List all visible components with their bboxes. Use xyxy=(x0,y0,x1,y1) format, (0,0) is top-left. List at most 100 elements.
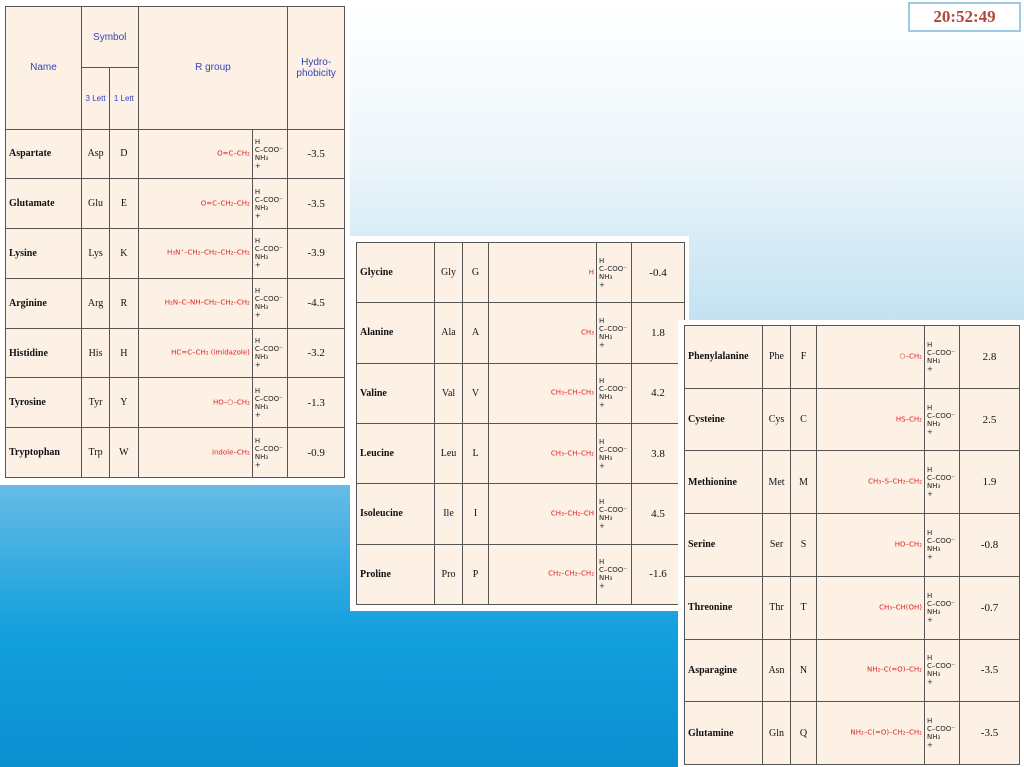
backbone-nh3: NH₃ xyxy=(927,607,941,616)
amino-acid-name: Aspartate xyxy=(5,128,82,180)
amino-acid-name: Glycine xyxy=(356,241,435,304)
backbone-nh3: NH₃ xyxy=(599,453,613,462)
backbone-coo: –COO⁻ xyxy=(259,145,283,154)
backbone-cell: H C –COO⁻ NH₃ + xyxy=(924,513,960,577)
backbone-coo: –COO⁻ xyxy=(931,474,955,483)
backbone-coo: –COO⁻ xyxy=(931,725,955,734)
backbone-c: C xyxy=(254,245,260,254)
backbone-coo: –COO⁻ xyxy=(603,505,627,514)
backbone-nh3: NH₃ xyxy=(254,303,269,312)
backbone-cell: H C –COO⁻ NH₃ + xyxy=(924,325,960,389)
backbone-plus: + xyxy=(927,741,933,750)
hydrophobicity-value: -1.3 xyxy=(287,377,345,429)
backbone-c: C xyxy=(254,345,260,354)
backbone-c: C xyxy=(254,394,260,403)
three-letter-code: Pro xyxy=(434,543,463,606)
backbone-h: H xyxy=(927,654,933,663)
three-letter-code: Thr xyxy=(762,575,791,640)
r-group-structure: O=C–CH₂–CH₂ xyxy=(200,199,250,208)
backbone-coo: –COO⁻ xyxy=(931,662,955,671)
backbone-plus: + xyxy=(599,401,605,410)
backbone-cell: H C –COO⁻ NH₃ + xyxy=(596,362,632,424)
backbone-h: H xyxy=(599,558,605,567)
three-letter-code: Cys xyxy=(762,387,791,452)
hydrophobicity-value: -3.5 xyxy=(287,178,345,230)
one-letter-code: F xyxy=(790,325,817,389)
three-letter-code: Met xyxy=(762,450,791,515)
amino-acid-name: Isoleucine xyxy=(356,483,435,545)
r-group-structure: CH₃ xyxy=(581,328,594,337)
backbone-c: C xyxy=(599,324,604,333)
table-row: Aspartate Asp D O=C–CH₂ H C –COO⁻ NH₃ + -3.5 xyxy=(5,128,345,180)
backbone-nh3: NH₃ xyxy=(927,670,941,679)
amino-acid-name: Valine xyxy=(356,362,435,424)
backbone-coo: –COO⁻ xyxy=(259,444,283,453)
backbone-coo: –COO⁻ xyxy=(259,295,283,304)
one-letter-code: D xyxy=(109,128,139,180)
r-group-cell: CH₃–S–CH₂–CH₂ xyxy=(816,450,925,515)
backbone-coo: –COO⁻ xyxy=(931,599,955,608)
hydrophobicity-value: 3.8 xyxy=(631,422,685,485)
backbone-structure: H C –COO⁻ NH₃ + xyxy=(599,317,627,349)
table-row: Cysteine Cys C HS–CH₂ H C –COO⁻ NH₃ +2.5 xyxy=(684,387,1020,452)
backbone-h: H xyxy=(927,717,933,726)
backbone-plus: + xyxy=(254,460,261,469)
one-letter-code: V xyxy=(462,362,489,424)
r-group-structure: O=C–CH₂ xyxy=(217,149,250,158)
backbone-cell: H C –COO⁻ NH₃ + xyxy=(596,302,632,364)
amino-acid-name: Tyrosine xyxy=(5,377,82,429)
table-row: Glutamine Gln Q NH₂–C(=O)–CH₂–CH₂ H C –COO⁻ NH₃… xyxy=(684,701,1020,765)
backbone-plus: + xyxy=(599,340,605,349)
header-three-letter: 3 Lett xyxy=(80,67,111,130)
one-letter-code: N xyxy=(790,638,817,703)
backbone-plus: + xyxy=(254,311,261,320)
r-group-structure: CH₃–CH₂–CH xyxy=(550,509,594,518)
backbone-coo: –COO⁻ xyxy=(931,536,955,545)
backbone-plus: + xyxy=(599,582,605,591)
hydrophobicity-value: 1.9 xyxy=(959,450,1020,515)
backbone-c: C xyxy=(927,662,932,671)
table-row: Leucine Leu L CH₃–CH–CH₂ H C –COO⁻ NH₃ +3.8 xyxy=(356,422,685,485)
backbone-nh3: NH₃ xyxy=(927,544,941,553)
three-letter-code: Phe xyxy=(762,325,791,389)
backbone-cell: H C –COO⁻ NH₃ + xyxy=(596,241,632,304)
backbone-plus: + xyxy=(254,261,261,270)
r-group-cell: HC=C–CH₂ (imidazole) xyxy=(137,327,253,379)
backbone-structure: H C –COO⁻ NH₃ + xyxy=(255,337,283,369)
backbone-cell: H C –COO⁻ NH₃ + xyxy=(251,228,289,279)
backbone-cell: H C –COO⁻ NH₃ + xyxy=(924,638,960,703)
r-group-cell: CH₃–CH(OH) xyxy=(816,575,925,640)
hydrophobicity-value: 2.8 xyxy=(959,325,1020,389)
backbone-h: H xyxy=(254,386,261,395)
backbone-cell: H C –COO⁻ NH₃ + xyxy=(924,575,960,640)
amino-acid-name: Glutamine xyxy=(684,701,763,765)
backbone-plus: + xyxy=(599,521,605,530)
backbone-h: H xyxy=(927,403,933,412)
backbone-c: C xyxy=(599,505,604,514)
backbone-nh3: NH₃ xyxy=(927,482,941,491)
table-row: Arginine Arg R H₂N–C–NH–CH₂–CH₂–CH₂ H C –COO⁻ N… xyxy=(5,277,345,329)
backbone-h: H xyxy=(599,497,605,506)
backbone-structure: H C –COO⁻ NH₃ + xyxy=(255,138,283,170)
backbone-structure: H C –COO⁻ NH₃ + xyxy=(599,498,627,530)
one-letter-code: S xyxy=(790,513,817,577)
r-group-structure: CH₃–CH–CH₃ xyxy=(550,388,594,397)
r-group-cell: H₂N–C–NH–CH₂–CH₂–CH₂ xyxy=(137,277,253,329)
amino-acid-name: Methionine xyxy=(684,450,763,515)
backbone-plus: + xyxy=(254,361,261,370)
one-letter-code: P xyxy=(462,543,489,606)
three-letter-code: Ile xyxy=(434,483,463,545)
hydrophobicity-value: -1.6 xyxy=(631,543,685,606)
r-group-cell: indole–CH₂ xyxy=(137,427,253,478)
table-row: Threonine Thr T CH₃–CH(OH) H C –COO⁻ NH₃ + -0.7 xyxy=(684,575,1020,640)
backbone-cell: H C –COO⁻ NH₃ + xyxy=(924,450,960,515)
hydrophobicity-value: -3.2 xyxy=(287,327,345,379)
backbone-c: C xyxy=(599,385,604,394)
hydrophobicity-value: 1.8 xyxy=(631,302,685,364)
three-letter-code: Leu xyxy=(434,422,463,485)
one-letter-code: Q xyxy=(790,701,817,765)
r-group-structure: CH₃–CH–CH₂ xyxy=(550,449,594,458)
backbone-plus: + xyxy=(254,211,261,220)
backbone-coo: –COO⁻ xyxy=(931,348,955,357)
